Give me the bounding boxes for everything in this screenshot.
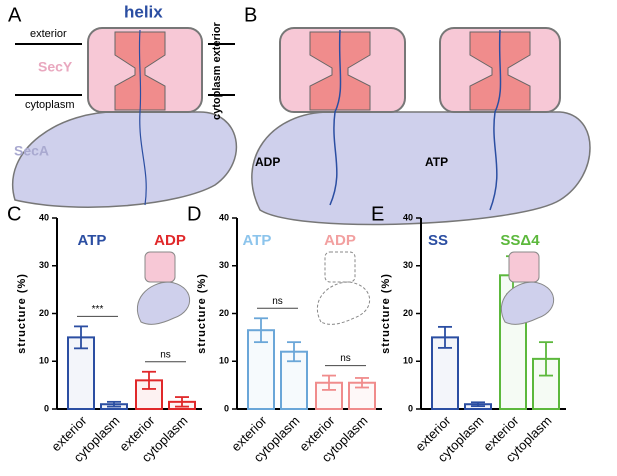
y-tick-label: 30 [39, 260, 49, 270]
y-tick-label: 30 [403, 260, 413, 270]
chain [138, 29, 147, 206]
y-tick-label: 20 [219, 308, 229, 318]
label: SecY [38, 59, 73, 75]
y-tick-label: 10 [219, 356, 229, 366]
y-tick-label: 0 [44, 403, 49, 413]
y-tick-label: 30 [219, 260, 229, 270]
error-bar [438, 325, 452, 349]
significance-label: *** [92, 304, 104, 315]
inset-seca [136, 281, 191, 325]
label: SecA [14, 143, 49, 159]
error-bar [175, 396, 189, 408]
label: cytoplasm exterior [211, 21, 223, 120]
significance-label: ns [340, 353, 351, 364]
inset-secy [324, 251, 356, 283]
inset-secy [144, 251, 176, 283]
bar [247, 329, 275, 410]
error-bar [355, 377, 369, 389]
label: exterior [30, 28, 67, 40]
panel-letter: D [187, 203, 201, 225]
y-tick-label: 0 [224, 403, 229, 413]
y-tick-label: 40 [403, 212, 413, 222]
seca-shape [251, 111, 591, 226]
bar [431, 336, 459, 410]
legend-label: SS [428, 232, 448, 249]
error-bar [107, 400, 121, 408]
panel-letter: C [7, 203, 21, 225]
y-tick-label: 10 [403, 356, 413, 366]
y-axis-label: structure (%) [380, 273, 392, 354]
legend-label: ADP [154, 232, 186, 249]
error-bar [74, 325, 88, 350]
legend-label: ATP [243, 232, 272, 249]
y-tick-label: 40 [39, 212, 49, 222]
y-axis-label: structure (%) [16, 273, 28, 354]
seca-shape [12, 111, 238, 208]
error-bar [254, 317, 268, 344]
legend-label: ATP [78, 232, 107, 249]
label: ADP [255, 155, 280, 169]
chain [489, 29, 502, 211]
panel-letter: B [244, 4, 257, 26]
y-axis-label: structure (%) [196, 273, 208, 354]
y-tick-label: 40 [219, 212, 229, 222]
panel-letter: E [371, 203, 384, 225]
y-tick-label: 20 [403, 308, 413, 318]
y-tick-label: 0 [408, 403, 413, 413]
legend-label: ADP [324, 232, 356, 249]
inset-seca [500, 281, 555, 325]
chain [329, 29, 342, 206]
error-bar [142, 370, 156, 390]
error-bar [539, 341, 553, 377]
error-bar [287, 341, 301, 363]
label: helix [124, 2, 163, 21]
inset-seca [316, 281, 371, 325]
inset-secy [508, 251, 540, 283]
panel-letter: A [8, 4, 22, 26]
y-tick-label: 20 [39, 308, 49, 318]
significance-label: ns [272, 296, 283, 307]
error-bar [322, 374, 336, 391]
error-bar [471, 401, 485, 408]
bar [135, 379, 163, 411]
legend-label: SSΔ4 [500, 232, 540, 249]
y-tick-label: 10 [39, 356, 49, 366]
label: cytoplasm [25, 99, 75, 111]
significance-label: ns [160, 349, 171, 360]
label: ATP [425, 155, 448, 169]
